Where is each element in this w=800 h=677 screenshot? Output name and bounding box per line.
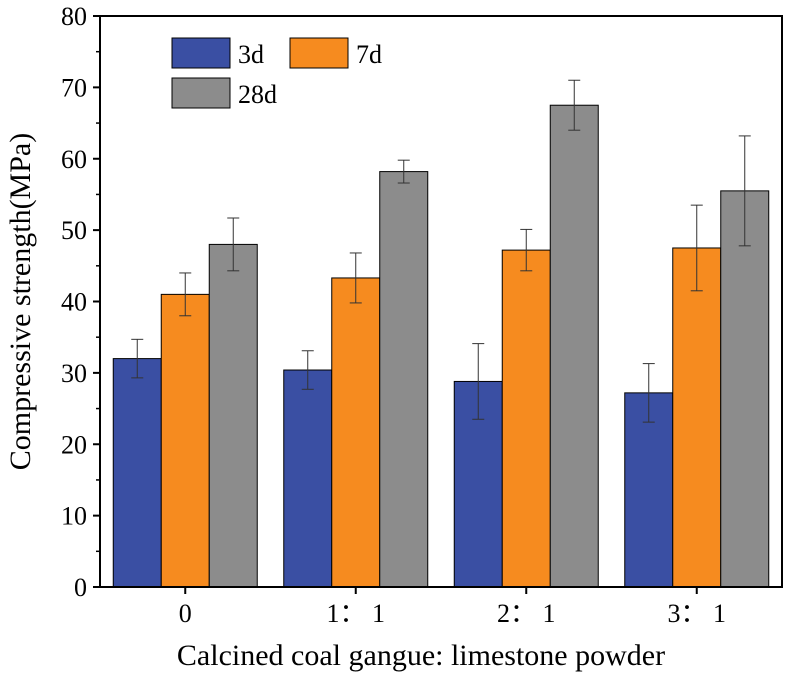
bar-7d-1	[331, 277, 381, 588]
y-tick-label-2: 20	[61, 430, 87, 459]
x-tick-label-2: 2： 1	[497, 599, 556, 628]
x-tick-label-3: 3： 1	[667, 599, 726, 628]
x-tick-label-0: 0	[179, 599, 192, 628]
legend: 3d 7d 28d	[171, 37, 382, 109]
bar-3d-0	[112, 358, 162, 588]
legend-swatch-7d	[289, 37, 349, 69]
x-axis-title: Calcined coal gangue: limestone powder	[177, 639, 665, 672]
bar-28d-2	[549, 104, 599, 588]
legend-label-3d: 3d	[238, 40, 264, 69]
y-tick-label-0: 0	[74, 573, 87, 602]
bar-7d-3	[672, 247, 722, 588]
y-tick-label-1: 10	[61, 502, 87, 531]
legend-label-28d: 28d	[238, 80, 277, 109]
bar-7d-2	[501, 249, 551, 588]
bar-28d-0	[208, 243, 258, 588]
bar-28d-3	[720, 190, 770, 588]
legend-swatch-3d	[171, 37, 231, 69]
bar-28d-1	[379, 171, 429, 588]
bar-3d-1	[283, 369, 333, 588]
legend-label-7d: 7d	[356, 40, 382, 69]
x-tick-label-1: 1： 1	[326, 599, 385, 628]
y-tick-label-7: 70	[61, 73, 87, 102]
ticks-layer: 0 1： 1 2： 1 3： 1 0 10 20 30 40 50 60 70 80	[61, 2, 726, 628]
y-tick-label-8: 80	[61, 2, 87, 31]
error-bars-layer	[131, 79, 751, 423]
y-tick-label-4: 40	[61, 288, 87, 317]
y-axis-title: Compressive strength(MPa)	[4, 133, 37, 470]
bar-3d-3	[624, 392, 674, 588]
y-tick-label-3: 30	[61, 359, 87, 388]
bars-layer	[112, 104, 770, 588]
bar-7d-0	[160, 293, 210, 588]
y-tick-label-6: 60	[61, 145, 87, 174]
y-tick-label-5: 50	[61, 216, 87, 245]
legend-swatch-28d	[171, 77, 231, 109]
